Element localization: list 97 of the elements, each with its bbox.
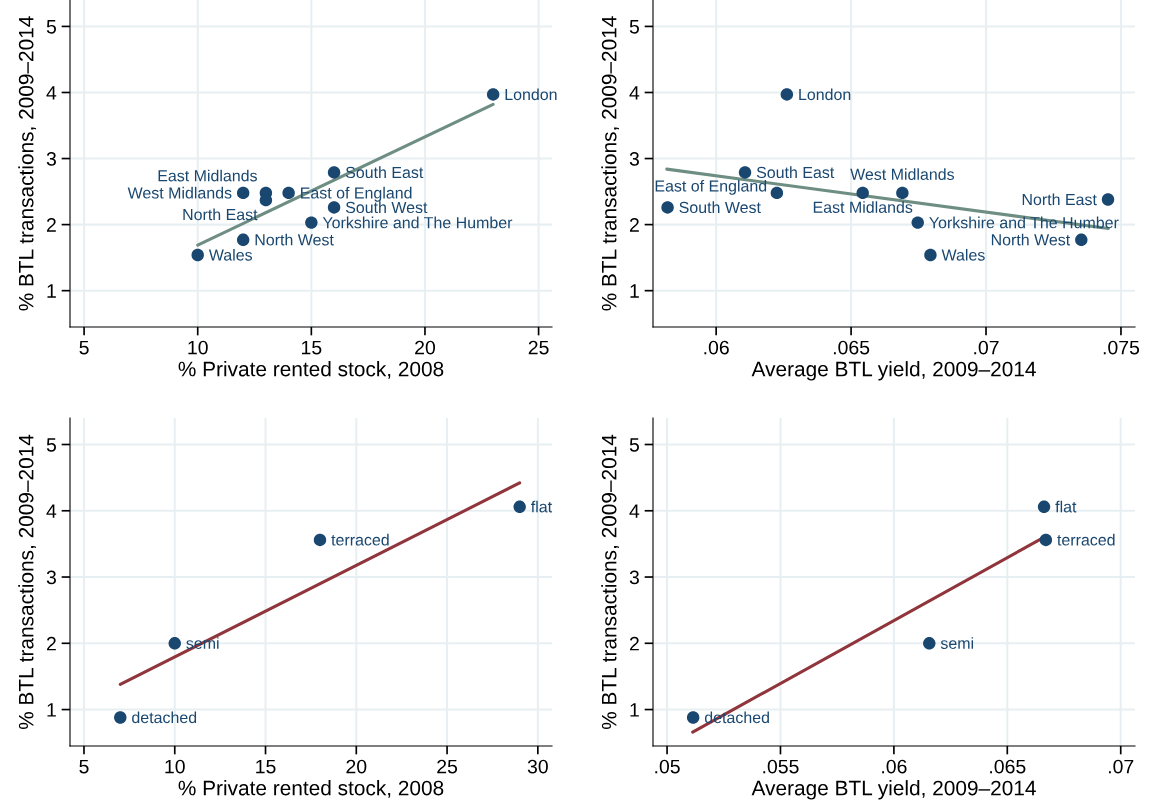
y-axis-title: % BTL transactions, 2009–2014 [18, 434, 36, 730]
annotation: semi [940, 637, 974, 649]
point [327, 201, 341, 214]
x-axis-title: % Private rented stock, 2008 [178, 780, 444, 798]
x-tick-label: .07 [1108, 759, 1134, 774]
annotation: North West [991, 233, 1071, 246]
point [911, 216, 924, 229]
annotation: Wales [941, 248, 985, 261]
y-tick-label: 4 [46, 504, 57, 518]
x-tick-label: 30 [527, 759, 548, 774]
y-tick-label: 5 [46, 438, 56, 452]
annotation: North West [255, 233, 334, 246]
x-tick-label: .065 [833, 340, 870, 355]
y-tick-label: 2 [629, 636, 639, 651]
annotation: terraced [331, 533, 389, 546]
y-tick-label: 3 [629, 570, 639, 585]
point [738, 166, 752, 179]
x-tick-label: .075 [1103, 340, 1140, 355]
x-tick-label: .07 [974, 340, 999, 355]
point [114, 711, 127, 724]
y-tick-label: 2 [46, 218, 56, 232]
point [686, 711, 700, 724]
point [486, 88, 500, 101]
annotation: detached [132, 711, 197, 724]
annotation: South West [345, 201, 428, 214]
annotation: East Midlands [158, 169, 257, 182]
x-tick-label: 10 [165, 759, 185, 774]
y-axis-title: % BTL transactions, 2009–2014 [601, 434, 619, 730]
annotation: London [799, 88, 851, 101]
y-tick-label: 5 [46, 20, 56, 34]
y-tick-label: 4 [629, 504, 640, 518]
annotation: flat [1055, 500, 1077, 513]
y-tick-label: 3 [629, 152, 639, 166]
y-tick-label: 1 [47, 703, 56, 717]
point [923, 637, 936, 650]
point [661, 201, 674, 214]
annotation: Wales [208, 248, 253, 261]
point [1075, 233, 1088, 247]
point [305, 216, 318, 229]
x-tick-label: .06 [704, 340, 729, 355]
point [856, 186, 869, 200]
point [282, 186, 295, 200]
point [1037, 500, 1051, 513]
point [191, 248, 204, 262]
x-tick-label: 5 [79, 340, 89, 355]
annotation: London [505, 88, 557, 101]
annotation: terraced [1057, 533, 1115, 546]
y-tick-label: 3 [46, 570, 56, 585]
y-tick-label: 2 [46, 636, 56, 651]
y-tick-label: 4 [629, 86, 640, 100]
y-tick-label: 4 [46, 86, 57, 100]
point [1101, 193, 1115, 206]
x-tick-label: 20 [415, 340, 436, 355]
annotation: South East [756, 166, 835, 179]
point [327, 166, 341, 179]
x-axis-title: Average BTL yield, 2009–2014 [751, 361, 1036, 381]
point [896, 186, 909, 200]
point [236, 186, 250, 200]
x-tick-label: 25 [437, 759, 458, 774]
x-tick-label: 20 [346, 759, 367, 774]
x-axis-title: % Private rented stock, 2008 [178, 361, 444, 379]
annotation: flat [531, 500, 552, 513]
x-tick-label: 15 [256, 759, 276, 774]
x-tick-label: 5 [79, 759, 89, 774]
y-tick-label: 1 [47, 284, 56, 298]
point [168, 637, 181, 650]
y-tick-label: 1 [630, 284, 639, 298]
annotation: North East [183, 208, 258, 221]
y-tick-label: 5 [629, 20, 639, 34]
x-tick-label: .06 [882, 759, 907, 774]
annotation: South West [679, 201, 761, 214]
annotation: West Midlands [850, 168, 955, 181]
point [1039, 533, 1053, 547]
x-axis-title: Average BTL yield, 2009–2014 [751, 780, 1036, 800]
x-tick-label: 25 [528, 340, 549, 355]
annotation: Yorkshire and The Humber [322, 216, 513, 229]
y-tick-label: 1 [630, 703, 639, 717]
y-axis-title: % BTL transactions, 2009–2014 [18, 16, 36, 311]
x-tick-label: 10 [188, 340, 208, 355]
y-tick-label: 5 [629, 438, 639, 452]
point [513, 500, 526, 513]
x-tick-label: .055 [763, 759, 799, 774]
point [924, 248, 937, 262]
point [313, 533, 327, 547]
x-tick-label: .065 [990, 759, 1026, 774]
annotation: West Midlands [127, 186, 232, 199]
y-axis-title: % BTL transactions, 2009–2014 [601, 16, 619, 311]
x-tick-label: 15 [302, 340, 322, 355]
x-tick-label: .05 [655, 759, 680, 774]
y-tick-label: 3 [46, 152, 56, 166]
annotation: East of England [655, 179, 767, 195]
annotation: North East [1022, 193, 1097, 206]
point [780, 88, 794, 101]
point [770, 186, 784, 200]
annotation: East Midlands [813, 201, 913, 213]
point [236, 233, 250, 247]
y-tick-label: 2 [629, 218, 639, 232]
